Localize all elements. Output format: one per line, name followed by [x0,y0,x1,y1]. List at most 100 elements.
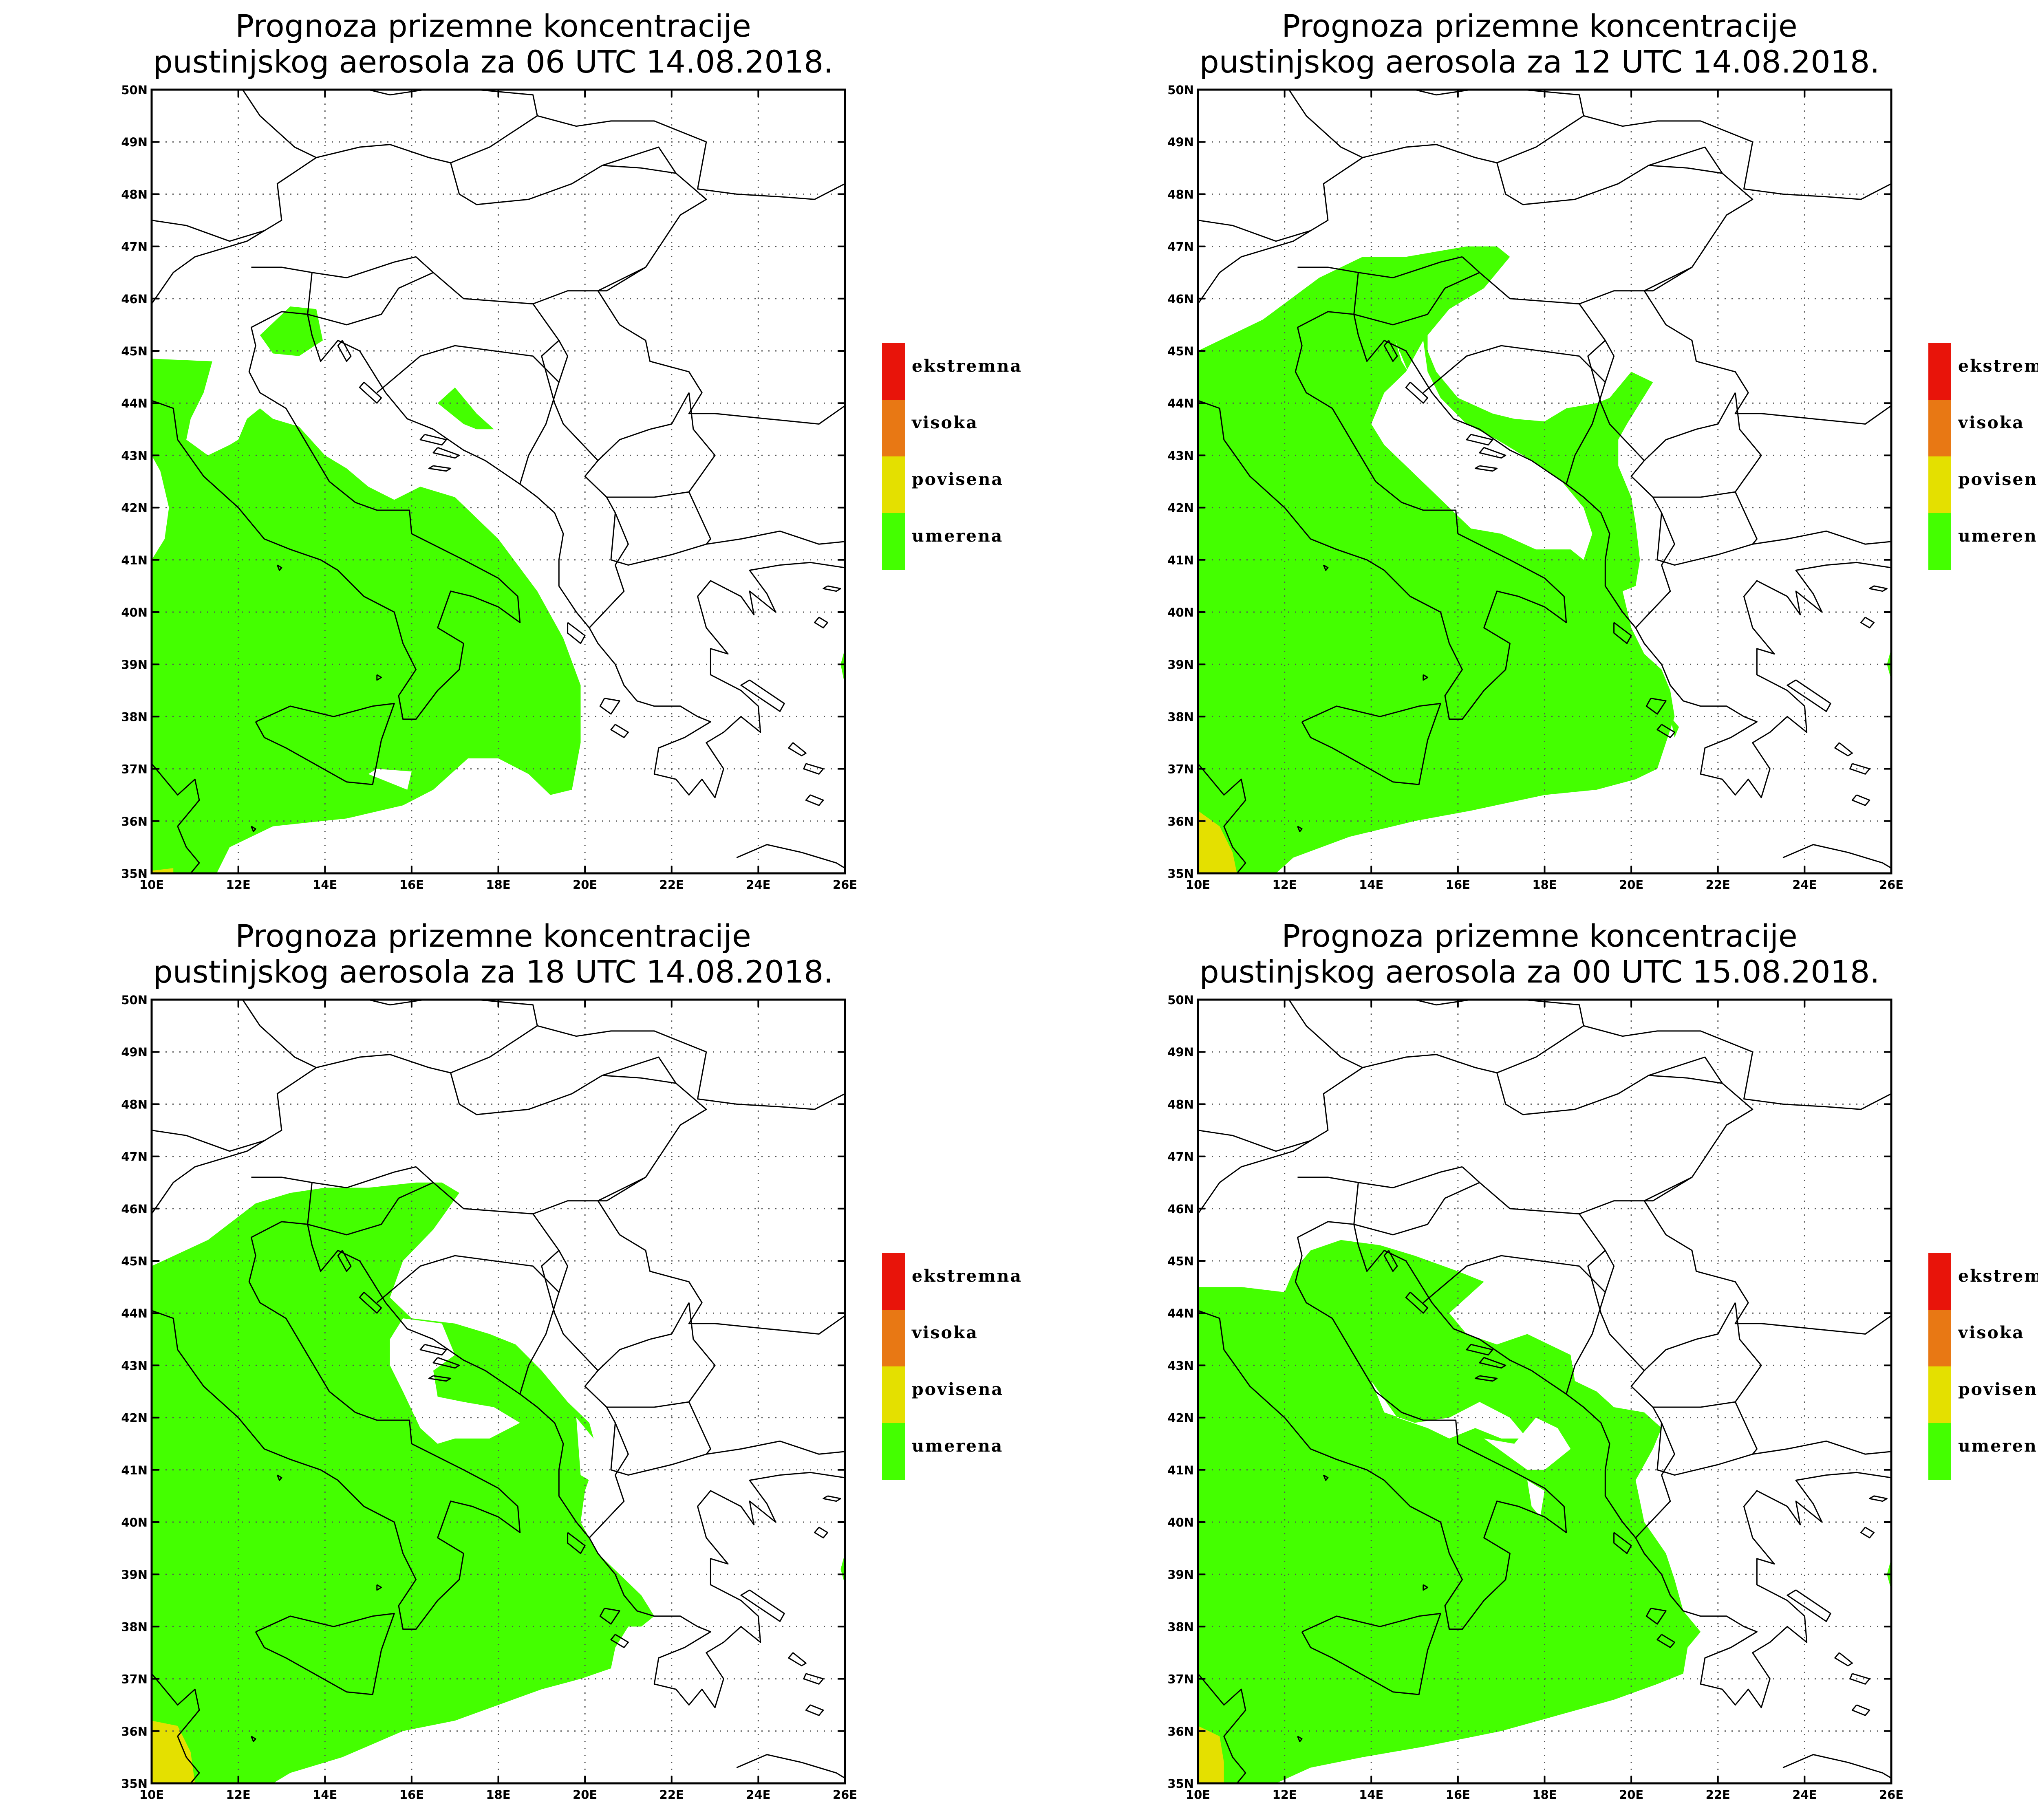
coastline [1198,1054,1753,1215]
coastline [376,674,382,681]
legend-label-ekstremna: ekstremna [1958,1266,2038,1286]
legend-swatch-ekstremna [1928,343,1951,400]
coastline [1297,267,1359,315]
coastline [823,585,841,592]
coastline [1353,314,1891,798]
coastline [359,381,382,404]
coastline [1198,230,1311,304]
coastline [1869,585,1888,592]
lat-tick-label: 36N [121,1725,148,1738]
lat-tick-label: 39N [1167,1568,1194,1582]
povisena-dust-region [1198,811,1237,873]
lat-tick-label: 45N [121,1254,148,1268]
coastline [1653,491,1736,498]
legend-label-umerena: umerena [912,526,1003,546]
lat-tick-label: 47N [121,240,148,254]
lat-tick-label: 46N [1167,1202,1194,1216]
lon-tick-label: 12E [226,1788,251,1802]
map-area [1198,1000,1891,1783]
coastline [1474,465,1498,472]
panel-title-line2: pustinjskog aerosola za 12 UTC 14.08.201… [1200,44,1880,80]
panel-title-line1: Prognoza prizemne koncentracije [1281,918,1798,954]
coastline [432,1357,460,1369]
coastline [688,392,716,545]
lon-tick-label: 10E [139,878,164,892]
legend-label-umerena: umerena [912,1436,1003,1456]
coastline [1198,1140,1311,1214]
lat-tick-label: 42N [1167,1411,1194,1425]
coastline [1323,564,1329,571]
lon-tick-label: 20E [573,1788,597,1802]
coastline [740,1589,785,1622]
coastline [607,491,689,498]
coastline [1423,674,1428,681]
coastline [152,144,707,305]
coastline [597,1302,690,1371]
lat-tick-label: 49N [1167,135,1194,149]
lat-tick-label: 45N [1167,344,1194,358]
lat-tick-label: 41N [121,553,148,567]
coastline [1860,1527,1875,1538]
legend-swatch-ekstremna [1928,1253,1951,1310]
map-svg: Prognoza prizemne koncentracijepustinjsk… [1167,8,2038,892]
lat-tick-label: 35N [121,867,148,881]
legend-swatch-visoka [1928,400,1951,456]
coastline [1297,1736,1303,1742]
coastline [1297,826,1303,832]
panel-title-line1: Prognoza prizemne koncentracije [235,918,751,954]
coastline [814,617,828,628]
lon-tick-label: 14E [313,1788,337,1802]
coastline [1787,1589,1831,1622]
coastline [251,1736,256,1742]
coastline [1383,340,1398,362]
lat-tick-label: 36N [1167,815,1194,828]
coastline [1787,679,1831,712]
lat-tick-label: 44N [121,1307,148,1320]
lat-tick-label: 46N [121,1202,148,1216]
coastline [1354,1182,1675,1538]
coastline [359,1291,382,1314]
lat-tick-label: 42N [1167,501,1194,515]
coastline [1301,703,1441,785]
clear-region [576,1417,598,1486]
coastline [1613,622,1632,644]
coastline [1353,1224,1891,1708]
coastline [1288,90,1363,159]
clear-region [1395,340,1408,372]
lon-tick-label: 10E [1186,878,1210,892]
panel-title-line2: pustinjskog aerosola za 00 UTC 15.08.201… [1200,954,1880,990]
lon-tick-label: 16E [1446,878,1470,892]
umerena-dust-region [840,648,845,685]
coastline [1301,1613,1441,1695]
coastline [1656,1423,1891,1476]
lat-tick-label: 37N [121,762,148,776]
coastline [242,1000,317,1069]
coastline [1643,1302,1736,1371]
lat-tick-label: 48N [1167,1097,1194,1111]
map-area [1198,90,1891,873]
legend-swatch-visoka [1928,1310,1951,1366]
lat-tick-label: 50N [1167,83,1194,97]
coastline [1198,763,1246,873]
coastline [597,1177,845,1335]
coastline [368,1000,538,1026]
coastline [688,1302,716,1455]
coastline [1849,1673,1870,1685]
lon-tick-label: 24E [1792,878,1817,892]
coastline [1743,141,1891,200]
umerena-dust-region [437,387,494,430]
lat-tick-label: 41N [121,1463,148,1477]
povisena-dust-region [152,868,174,873]
coastline [1358,1166,1462,1188]
clear-region [1518,356,1588,403]
coastline [152,763,200,873]
legend-label-umerena: umerena [1958,526,2038,546]
coastline [368,90,538,116]
lon-tick-label: 14E [313,878,337,892]
legend-label-povisena: povisena [912,469,1004,489]
coastline [1497,115,1753,163]
coastline [814,1527,828,1538]
legend-label-visoka: visoka [1958,413,2025,432]
lat-tick-label: 41N [1167,553,1194,567]
clear-region [1566,1313,1610,1350]
